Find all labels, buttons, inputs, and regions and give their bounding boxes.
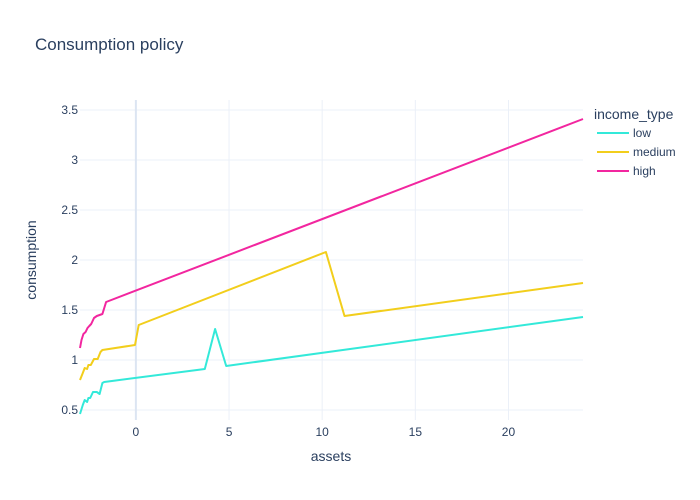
y-tick-label: 1.5: [61, 303, 78, 317]
y-tick-label: 2.5: [61, 203, 78, 217]
series-line-low: [79, 316, 584, 415]
y-tick-label: 3.5: [61, 103, 78, 117]
x-tick-labels: 0 5 10 15 20: [133, 425, 516, 439]
x-axis-title: assets: [311, 448, 351, 464]
x-tick-label: 20: [502, 425, 516, 439]
x-tick-label: 10: [316, 425, 330, 439]
y-tick-labels: 0.5 1 1.5 2 2.5 3 3.5: [61, 103, 78, 417]
legend-title: income_type: [594, 106, 674, 122]
y-axis-title: consumption: [23, 220, 39, 299]
legend[interactable]: income_type low medium high: [594, 106, 676, 178]
y-tick-label: 1: [71, 353, 78, 367]
legend-label: high: [633, 164, 656, 178]
legend-label: low: [633, 126, 651, 140]
x-tick-label: 15: [409, 425, 423, 439]
legend-label: medium: [633, 145, 676, 159]
y-tick-label: 0.5: [61, 403, 78, 417]
x-tick-label: 0: [133, 425, 140, 439]
legend-item-high[interactable]: high: [597, 164, 656, 178]
legend-item-low[interactable]: low: [597, 126, 651, 140]
series-group: [79, 118, 584, 415]
series-line-high: [79, 118, 584, 349]
series-line-medium: [79, 251, 584, 381]
chart-title: Consumption policy: [35, 35, 184, 54]
x-tick-label: 5: [226, 425, 233, 439]
y-tick-label: 3: [71, 153, 78, 167]
legend-item-medium[interactable]: medium: [597, 145, 676, 159]
grid: [80, 100, 583, 420]
y-tick-label: 2: [71, 253, 78, 267]
